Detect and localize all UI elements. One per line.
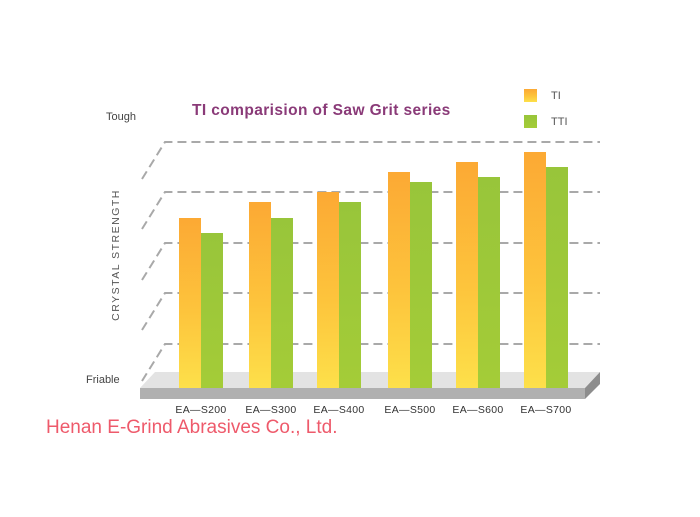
bar-ti (179, 217, 201, 388)
x-tick-label: EA—S600 (452, 404, 504, 416)
x-tick-label: EA—S200 (175, 404, 227, 416)
bar-ti (249, 202, 271, 388)
x-tick-label: EA—S500 (384, 404, 436, 416)
legend-label-tti: TTI (551, 116, 568, 128)
x-tick-label: EA—S700 (520, 404, 572, 416)
bar-ti (317, 192, 339, 388)
legend-swatch-ti (524, 89, 537, 102)
y-top-label: Tough (106, 111, 136, 123)
bar-tti (339, 202, 361, 388)
y-axis-label: CRYSTAL STRENGTH (110, 189, 122, 321)
floor-side (585, 372, 600, 399)
bar-ti (456, 162, 478, 388)
bar-tti (271, 217, 293, 388)
gridline (141, 292, 600, 331)
bar-tti (546, 167, 568, 388)
chart-title: TI comparision of Saw Grit series (192, 102, 451, 119)
gridline (141, 191, 600, 230)
legend-swatch-tti (524, 115, 537, 128)
bar-tti (201, 232, 223, 388)
bar-ti (388, 172, 410, 388)
gridline (141, 242, 600, 281)
floor-front (140, 388, 585, 399)
gridline (141, 141, 600, 180)
x-tick-label: EA—S300 (245, 404, 297, 416)
x-tick-label: EA—S400 (313, 404, 365, 416)
bar-tti (478, 177, 500, 388)
gridline (141, 343, 600, 382)
y-bottom-label: Friable (86, 374, 120, 386)
bar-ti (524, 152, 546, 388)
company-watermark: Henan E-Grind Abrasives Co., Ltd. (46, 417, 338, 438)
bar-tti (410, 182, 432, 388)
legend-label-ti: TI (551, 90, 561, 102)
